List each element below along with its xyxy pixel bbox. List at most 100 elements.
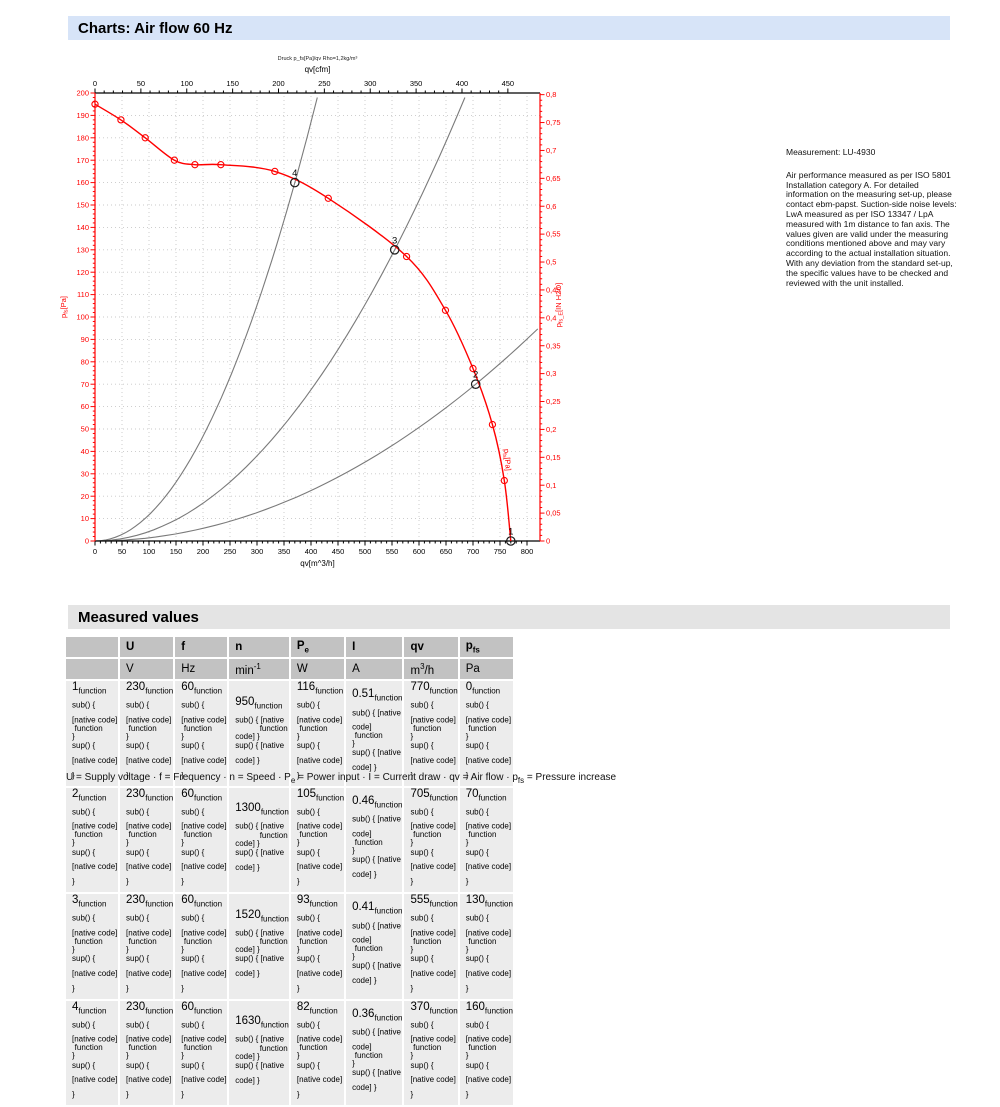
system-curve-4 (94, 97, 318, 542)
left-axis-tick-label: 80 (81, 357, 89, 366)
right-axis-tick-label: 0,3 (546, 369, 556, 378)
table-cell: 60function sub() { [native code] }functi… (175, 681, 228, 786)
right-axis-tick-label: 0,05 (546, 509, 561, 518)
table-header-cell: qv (404, 637, 458, 657)
right-axis-label: pfs_E[IN H2O] (554, 283, 565, 328)
operating-point-3 (389, 245, 400, 255)
operating-point-1 (505, 536, 516, 546)
table-cell: 82function sub() { [native code] }functi… (290, 1000, 345, 1105)
left-axis-tick-label: 130 (76, 245, 89, 254)
page-title: Charts: Air flow 60 Hz (78, 19, 233, 37)
left-axis-tick-label: 30 (81, 469, 89, 478)
left-axis-tick-label: 60 (81, 402, 89, 411)
table-cell: 230function sub() { [native code] }funct… (120, 787, 174, 892)
left-axis-tick-label: 50 (81, 425, 89, 434)
table-cell: 130function sub() { [native code] }funct… (459, 894, 513, 999)
fan-curve-marker (402, 252, 411, 261)
table-cell: 2function sub() { [native code] }functio… (66, 787, 118, 892)
table-cell: 0.51function sub() { [native code] }func… (346, 681, 403, 786)
left-axis-tick-label: 110 (77, 290, 89, 299)
bottom-axis-tick-label: 150 (170, 547, 183, 556)
table-cell: 1520function sub() { [native code] }func… (229, 894, 289, 999)
table-header-cell (66, 637, 118, 657)
right-axis-tick-label: 0,5 (546, 258, 556, 267)
table-unit-cell: A (346, 659, 403, 679)
operating-point-label-4: 4 (292, 168, 297, 179)
bottom-axis-tick-label: 500 (359, 547, 372, 556)
right-axis-tick-label: 0,7 (546, 146, 556, 155)
top-axis-tick-label: 200 (272, 79, 285, 88)
table-cell: 705function sub() { [native code] }funct… (404, 787, 458, 892)
table-row: 3function sub() { [native code] }functio… (66, 894, 513, 999)
bottom-axis-tick-label: 450 (332, 547, 345, 556)
fan-curve (94, 103, 512, 542)
table-cell: 230function sub() { [native code] }funct… (120, 1000, 174, 1105)
top-axis-tick-label: 400 (456, 79, 469, 88)
table-unit-cell: W (290, 659, 345, 679)
bottom-axis-tick-label: 400 (305, 547, 318, 556)
right-axis-tick-label: 0,15 (546, 453, 561, 462)
table-cell: 0.41function sub() { [native code] }func… (346, 894, 403, 999)
left-axis-label-base: p (59, 314, 68, 318)
top-axis-tick-label: 300 (364, 79, 377, 88)
table-cell: 1630function sub() { [native code] }func… (229, 1000, 289, 1105)
bottom-axis-tick-label: 700 (467, 547, 480, 556)
table-header-cell: f (175, 637, 228, 657)
right-axis-tick-label: 0,35 (546, 341, 561, 350)
top-axis-tick-label: 450 (502, 79, 515, 88)
section-header-measured-values: Measured values (68, 605, 950, 629)
operating-point-label-1: 1 (508, 527, 513, 538)
top-axis-tick-label: 50 (137, 79, 145, 88)
bottom-axis-tick-label: 0 (93, 547, 97, 556)
table-cell: 160function sub() { [native code] }funct… (459, 1000, 513, 1105)
table-cell: 70function sub() { [native code] }functi… (459, 787, 513, 892)
table-cell: 370function sub() { [native code] }funct… (404, 1000, 458, 1105)
fan-curve-marker (170, 156, 179, 164)
table-unit-cell: m3/h (404, 659, 458, 679)
measured-values-body: 1function sub() { [native code] }functio… (66, 681, 513, 1105)
right-axis-tick-label: 0,8 (546, 90, 556, 99)
left-axis-tick-label: 170 (76, 156, 89, 165)
right-axis-tick-label: 0,65 (546, 174, 561, 183)
table-cell: 60function sub() { [native code] }functi… (175, 787, 228, 892)
left-axis-label-sub: fs (64, 309, 70, 314)
table-header-cell: pfs (459, 637, 513, 657)
right-axis-tick-label: 0,1 (546, 481, 556, 490)
left-axis-tick-label: 200 (76, 89, 89, 98)
chart-subtitle: Druck p_fs[Pa]/qv Rho=1,2kg/m³ (278, 56, 358, 62)
left-axis-tick-label: 40 (81, 447, 89, 456)
measurement-id: Measurement: LU-4930 (786, 147, 876, 157)
bottom-axis-tick-label: 50 (118, 547, 126, 556)
measurement-note-body: Air performance measured as per ISO 5801… (786, 169, 957, 288)
bottom-axis-tick-label: 100 (143, 547, 156, 556)
top-axis-tick-label: 150 (226, 79, 239, 88)
measurement-note: Measurement: LU-4930 Air performance mea… (786, 147, 960, 288)
top-axis-tick-label: 350 (410, 79, 423, 88)
operating-point-label-3: 3 (392, 235, 397, 246)
table-cell: 3function sub() { [native code] }functio… (66, 894, 118, 999)
left-axis-tick-label: 0 (85, 537, 89, 546)
left-axis-tick-label: 180 (76, 133, 89, 142)
fan-curve-marker (117, 116, 125, 124)
bottom-axis-tick-label: 750 (494, 547, 507, 556)
bottom-axis-label: qv[m^3/h] (300, 559, 334, 568)
table-cell: 950function sub() { [native code] }funct… (229, 681, 289, 786)
system-curve-2 (94, 328, 539, 542)
right-axis-label-base: p (554, 323, 563, 327)
fan-curve-marker (191, 161, 199, 169)
left-axis-tick-label: 10 (81, 514, 89, 523)
fan-curve-marker (441, 306, 450, 314)
fan-curve-label-rest: [Pa] (503, 457, 513, 471)
right-axis-tick-label: 0 (546, 537, 550, 546)
table-cell: 116function sub() { [native code] }funct… (290, 681, 345, 786)
table-cell: 60function sub() { [native code] }functi… (175, 1000, 228, 1105)
fan-curve-marker (271, 167, 279, 176)
table-unit-cell (66, 659, 118, 679)
right-axis-tick-label: 0,45 (546, 286, 561, 295)
right-axis-label-sub: fs_E (559, 312, 565, 323)
